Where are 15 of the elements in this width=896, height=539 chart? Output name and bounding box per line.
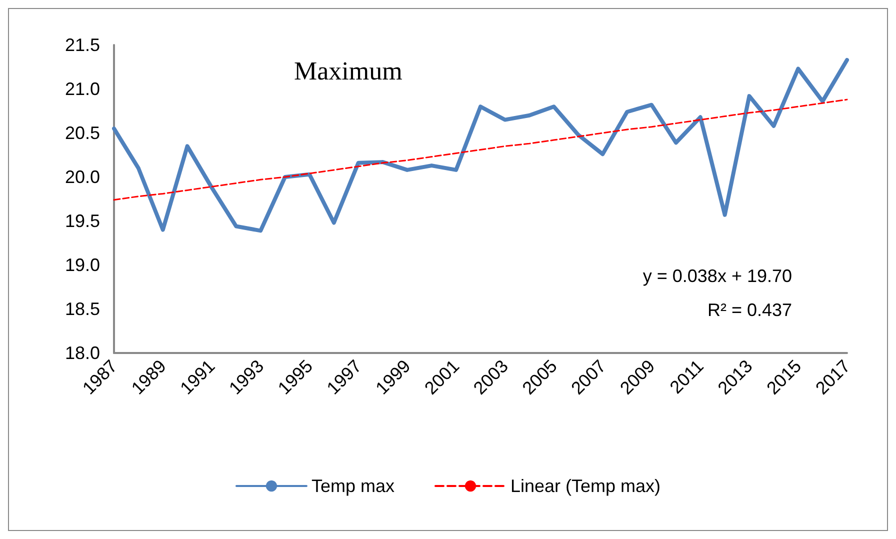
y-tick-label: 20.0	[64, 167, 100, 187]
line-series	[113, 98, 848, 201]
annotation: R² = 0.437	[707, 300, 792, 320]
y-tick-label: 21.0	[64, 79, 100, 99]
y-tick-label: 21.5	[64, 35, 100, 55]
annotation: y = 0.038x + 19.70	[642, 266, 792, 286]
y-tick-label: 18.5	[64, 299, 100, 319]
line-series	[112, 58, 849, 233]
y-tick-label: 20.5	[64, 123, 100, 143]
y-tick-label: 19.5	[64, 211, 100, 231]
chart-title: Maximum	[294, 56, 402, 86]
y-tick-label: 18.0	[64, 343, 100, 363]
y-tick-label: 19.0	[64, 255, 100, 275]
legend-label: Temp max	[311, 476, 394, 496]
legend-label: Linear (Temp max)	[510, 476, 661, 496]
